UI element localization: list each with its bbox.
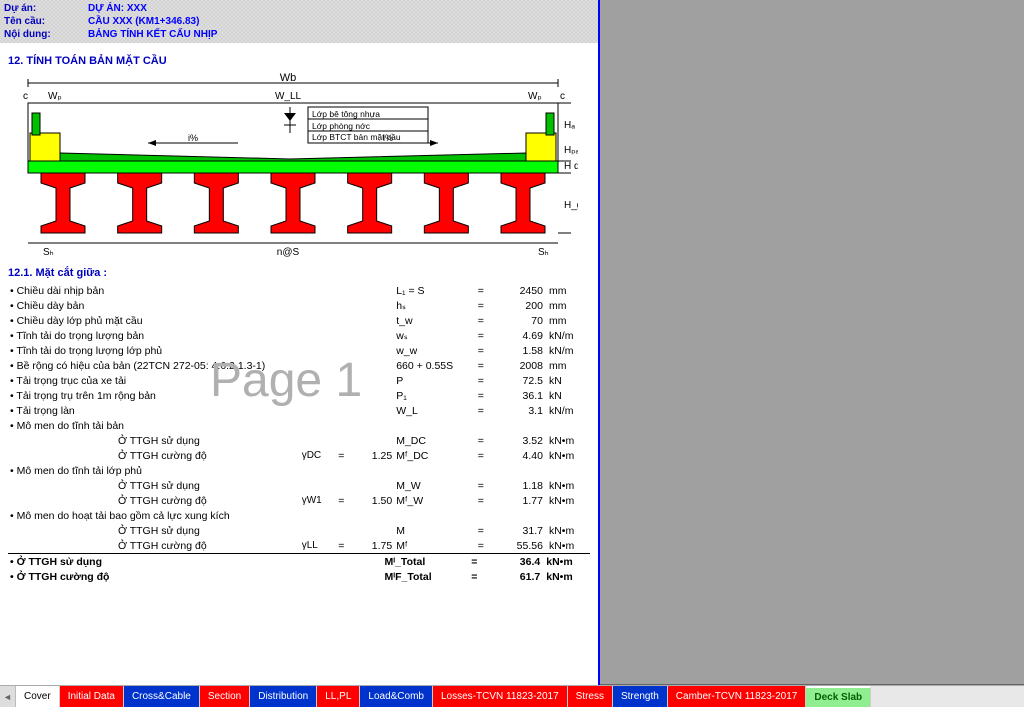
calc-row: Tĩnh tải do trọng lượng lớp phủw_w=1.58k… [8, 343, 590, 358]
sheet-tab[interactable]: Deck Slab [806, 686, 871, 707]
svg-text:c: c [560, 91, 565, 102]
calc-row: Ở TTGH sử dụngM_W=1.18kN•m [8, 478, 590, 493]
svg-text:Hₚₐ: Hₚₐ [564, 145, 578, 156]
sheet-tab[interactable]: Cross&Cable [124, 686, 200, 707]
hdr-project-label: Dự án: [4, 3, 84, 14]
svg-text:Sₕ: Sₕ [43, 247, 54, 258]
svg-text:Wₚ: Wₚ [48, 91, 62, 102]
sheet-tab[interactable]: Camber-TCVN 11823-2017 [668, 686, 807, 707]
calc-row: Mô men do tĩnh tải bản [8, 418, 590, 433]
sheet-tab[interactable]: Distribution [250, 686, 317, 707]
content-area: Page 1 12. TÍNH TOÁN BẢN MẶT CẦU Wb c Wₚ… [0, 43, 598, 685]
sheet-tab[interactable]: LL,PL [317, 686, 360, 707]
subsection-title: 12.1. Mặt cắt giữa : [8, 267, 590, 279]
totals-row: Ở TTGH sử dụngMᴵ_Total=36.4kN•m [8, 554, 590, 570]
header-block: Dự án: DỰ ÁN: XXX Tên cầu: CẦU XXX (KM1+… [0, 0, 598, 43]
svg-text:Lớp bê tông nhựa: Lớp bê tông nhựa [312, 109, 380, 119]
hdr-bridge-value: CẦU XXX (KM1+346.83) [88, 16, 199, 27]
sheet-tab[interactable]: Losses-TCVN 11823-2017 [433, 686, 568, 707]
calc-row: Bề rộng có hiệu của bản (22TCN 272-05: 4… [8, 358, 590, 373]
svg-text:Sₕ: Sₕ [538, 247, 549, 258]
sheet-tabs-bar: ◄ CoverInitial DataCross&CableSectionDis… [0, 685, 1024, 707]
cross-section-diagram: Wb c Wₚ W_LL Wₚ c Lớp bê tông nhựa Lớp [8, 73, 578, 263]
calc-row: Chiều dày lớp phủ mặt cầut_w=70mm [8, 313, 590, 328]
svg-text:i%: i% [188, 133, 198, 143]
calc-row: Tải trọng trụ trên 1m rộng bảnP₁=36.1kN [8, 388, 590, 403]
svg-text:W_LL: W_LL [275, 91, 302, 102]
svg-text:Hₐ: Hₐ [564, 120, 575, 131]
svg-text:Lớp phòng nớc: Lớp phòng nớc [312, 121, 371, 131]
document-panel: Dự án: DỰ ÁN: XXX Tên cầu: CẦU XXX (KM1+… [0, 0, 600, 685]
sheet-tab[interactable]: Section [200, 686, 250, 707]
hdr-bridge-label: Tên cầu: [4, 16, 84, 27]
sheet-tab[interactable]: Cover [16, 686, 60, 707]
svg-text:H d: H d [564, 161, 578, 172]
calc-row: Chiều dày bảnhₛ=200mm [8, 298, 590, 313]
main-area: Dự án: DỰ ÁN: XXX Tên cầu: CẦU XXX (KM1+… [0, 0, 1024, 685]
calc-row: Ở TTGH cường độγLL=1.75Mᶠ=55.56kN•m [8, 538, 590, 553]
calc-row: Ở TTGH sử dụngM=31.7kN•m [8, 523, 590, 538]
sheet-tab[interactable]: Initial Data [60, 686, 124, 707]
calc-row: Chiều dài nhịp bảnL₁ = S=2450mm [8, 283, 590, 298]
calc-row: Mô men do tĩnh tải lớp phủ [8, 463, 590, 478]
calc-row: Tải trọng lànW_L=3.1kN/m [8, 403, 590, 418]
calc-row: Tĩnh tải do trọng lượng bảnwₛ=4.69kN/m [8, 328, 590, 343]
svg-text:H_g: H_g [564, 200, 578, 211]
hdr-content-label: Nội dung: [4, 29, 84, 40]
svg-text:i%: i% [383, 133, 393, 143]
calc-row: Ở TTGH cường độγDC=1.25Mᶠ_DC=4.40kN•m [8, 448, 590, 463]
section-title: 12. TÍNH TOÁN BẢN MẶT CẦU [8, 55, 590, 67]
app-root: Dự án: DỰ ÁN: XXX Tên cầu: CẦU XXX (KM1+… [0, 0, 1024, 707]
svg-text:c: c [23, 91, 28, 102]
calc-row: Ở TTGH cường độγW1=1.50Mᶠ_W=1.77kN•m [8, 493, 590, 508]
hdr-content-value: BẢNG TÍNH KẾT CẤU NHỊP [88, 29, 217, 40]
hdr-project-value: DỰ ÁN: XXX [88, 3, 147, 14]
svg-text:n@S: n@S [277, 247, 300, 258]
tab-scroll-left[interactable]: ◄ [0, 686, 16, 707]
svg-text:Wₚ: Wₚ [528, 91, 542, 102]
calc-row: Mô men do hoạt tải bao gồm cả lực xung k… [8, 508, 590, 523]
svg-text:Wb: Wb [280, 73, 297, 84]
side-gray-panel [600, 0, 1024, 685]
totals-row: Ở TTGH cường độMᴵF_Total=61.7kN•m [8, 569, 590, 584]
calculation-table: Chiều dài nhịp bảnL₁ = S=2450mmChiều dày… [8, 283, 590, 553]
calc-row: Tải trọng trục của xe tảiP=72.5kN [8, 373, 590, 388]
sheet-tab[interactable]: Stress [568, 686, 613, 707]
sheet-tab[interactable]: Strength [613, 686, 668, 707]
calc-row: Ở TTGH sử dụngM_DC=3.52kN•m [8, 433, 590, 448]
sheet-tab[interactable]: Load&Comb [360, 686, 433, 707]
totals-table: Ở TTGH sử dụngMᴵ_Total=36.4kN•mỞ TTGH cư… [8, 553, 590, 584]
